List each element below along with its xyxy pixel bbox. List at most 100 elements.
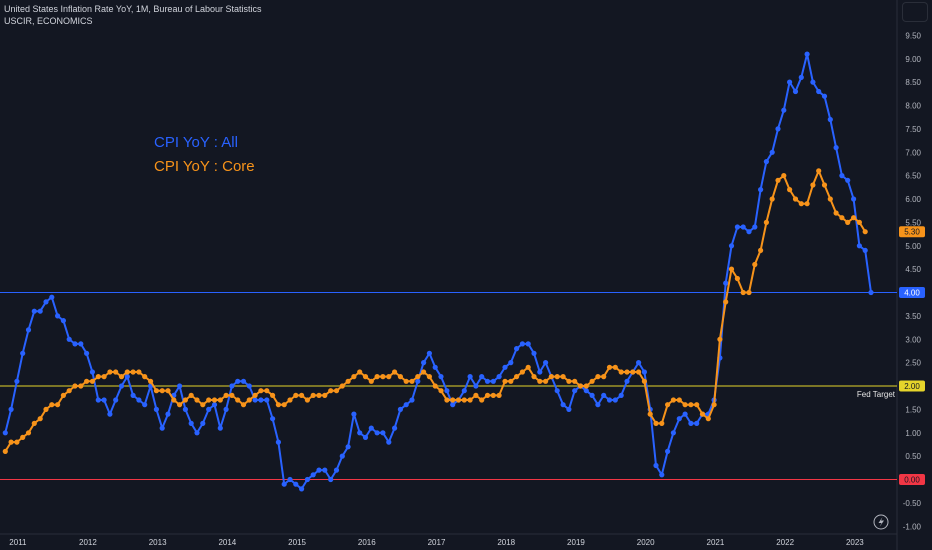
y-tick-label: -1.00 — [903, 522, 922, 531]
data-point-cpi-all — [246, 383, 252, 389]
data-point-cpi-all — [694, 420, 700, 426]
data-point-cpi-core — [752, 261, 758, 268]
y-tick-label: 3.50 — [905, 312, 921, 321]
data-point-cpi-core — [641, 378, 648, 384]
data-point-cpi-core — [508, 378, 514, 384]
data-point-cpi-core — [606, 364, 613, 370]
data-point-cpi-all — [438, 374, 444, 380]
fed-target-label: Fed Target — [857, 390, 896, 399]
data-point-cpi-all — [95, 397, 101, 403]
data-point-cpi-all — [264, 397, 270, 403]
data-point-cpi-core — [235, 397, 241, 403]
data-point-cpi-all — [72, 341, 78, 347]
data-point-cpi-all — [467, 374, 473, 380]
time-axis[interactable]: 2011 2012 2013 2014 2015 2016 2017 2018 2019 2020… — [9, 538, 864, 547]
data-point-cpi-all — [84, 350, 90, 356]
data-point-cpi-all — [450, 402, 456, 408]
data-point-cpi-core — [95, 374, 101, 380]
data-point-cpi-all — [833, 145, 839, 151]
reference-lines: Fed Target — [0, 292, 897, 480]
lightning-bolt-icon[interactable] — [873, 514, 889, 530]
data-point-cpi-core — [833, 210, 839, 216]
price-axis[interactable]: -1.00 -0.50 0.00 0.50 1.00 1.50 2.00 2.50 3.00 3.… — [903, 31, 922, 531]
data-point-cpi-all — [310, 472, 316, 478]
data-point-cpi-core — [519, 369, 526, 375]
data-point-cpi-core — [252, 392, 258, 398]
data-point-cpi-core — [682, 402, 688, 408]
data-point-cpi-core — [362, 374, 369, 380]
data-point-cpi-core — [426, 374, 432, 380]
data-point-cpi-all — [113, 397, 119, 403]
data-point-cpi-core — [421, 369, 427, 375]
data-point-cpi-all — [287, 476, 293, 483]
data-point-cpi-all — [217, 425, 223, 431]
data-point-cpi-core — [159, 388, 165, 394]
data-point-cpi-core — [72, 383, 78, 389]
data-point-cpi-core — [740, 289, 746, 296]
data-point-cpi-core — [601, 374, 607, 380]
data-point-cpi-all — [293, 481, 299, 487]
data-point-cpi-all — [235, 378, 241, 384]
data-point-cpi-core — [333, 388, 340, 394]
data-point-cpi-all — [827, 116, 833, 123]
data-point-cpi-all — [444, 388, 450, 394]
data-point-cpi-core — [328, 388, 334, 394]
data-point-cpi-all — [374, 430, 380, 436]
y-tick-label: 8.50 — [905, 78, 921, 87]
data-point-cpi-all — [89, 369, 95, 375]
data-point-cpi-core — [461, 397, 467, 403]
data-point-cpi-core — [432, 383, 438, 389]
data-point-cpi-core — [240, 402, 247, 408]
data-point-cpi-all — [752, 224, 758, 230]
data-point-cpi-core — [351, 374, 357, 380]
data-point-cpi-core — [246, 397, 252, 403]
data-point-cpi-core — [862, 229, 868, 235]
data-point-cpi-core — [55, 402, 61, 408]
data-point-cpi-all — [200, 420, 206, 426]
data-point-cpi-core — [484, 392, 491, 398]
data-point-cpi-core — [49, 402, 55, 408]
data-point-cpi-all — [612, 397, 618, 403]
data-point-cpi-core — [746, 289, 752, 296]
data-point-cpi-core — [31, 420, 37, 426]
data-point-cpi-all — [78, 341, 84, 347]
x-tick-label: 2014 — [218, 538, 236, 547]
data-point-cpi-all — [304, 476, 310, 483]
data-point-cpi-core — [148, 378, 154, 384]
data-point-cpi-core — [572, 378, 578, 384]
data-point-cpi-all — [572, 388, 578, 394]
chart-subtitle: USCIR, ECONOMICS — [4, 16, 93, 26]
data-point-cpi-core — [717, 336, 723, 342]
series-cpi-core — [2, 168, 868, 454]
data-point-cpi-core — [705, 416, 711, 422]
y-tick-label: 2.50 — [905, 359, 921, 368]
data-point-cpi-core — [798, 201, 804, 207]
data-point-cpi-all — [177, 383, 183, 389]
data-point-cpi-all — [142, 402, 148, 408]
y-tick-label: 5.50 — [905, 218, 921, 227]
data-point-cpi-all — [461, 388, 467, 394]
data-point-cpi-all — [856, 243, 863, 249]
data-point-cpi-all — [31, 308, 37, 314]
data-point-cpi-all — [734, 224, 741, 230]
data-point-cpi-core — [537, 378, 543, 384]
data-point-cpi-all — [502, 364, 508, 370]
price-label: 4.00 — [899, 287, 925, 298]
data-point-cpi-core — [165, 388, 171, 394]
data-point-cpi-all — [49, 294, 55, 300]
series-layer — [2, 51, 874, 492]
data-point-cpi-core — [60, 392, 66, 398]
data-point-cpi-core — [124, 369, 130, 375]
panel-button[interactable] — [902, 2, 928, 22]
data-point-cpi-all — [665, 448, 671, 454]
data-point-cpi-core — [769, 196, 775, 202]
data-point-cpi-all — [525, 341, 531, 347]
data-point-cpi-core — [107, 369, 113, 375]
data-point-cpi-all — [601, 392, 607, 398]
data-point-cpi-all — [275, 439, 281, 445]
svg-text:0.00: 0.00 — [904, 476, 920, 485]
data-point-cpi-all — [851, 196, 857, 202]
data-point-cpi-all — [409, 397, 415, 403]
data-point-cpi-core — [647, 411, 653, 417]
